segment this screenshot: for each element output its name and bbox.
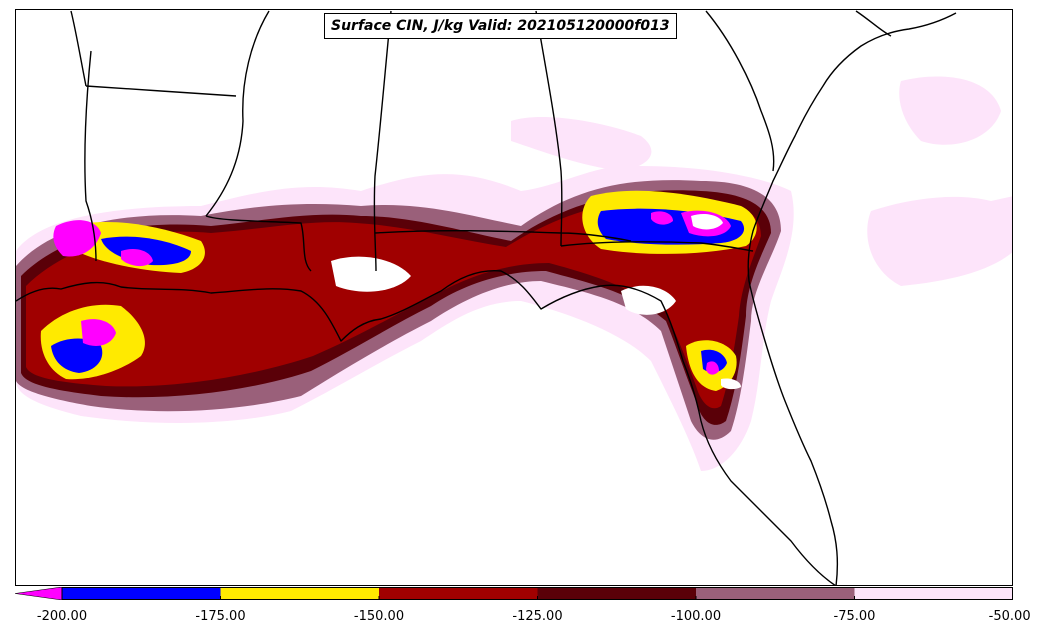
state-line-ga-sc <box>705 10 775 172</box>
map-panel <box>15 9 1013 586</box>
colorbar-tick-label: -175.00 <box>195 609 246 624</box>
cin-zone-magenta-w3 <box>121 249 153 267</box>
cin-map <box>16 10 1012 585</box>
cin-hole-2 <box>721 378 741 390</box>
state-line-ar-la <box>85 85 237 97</box>
state-line-ms-river <box>205 10 270 217</box>
colorbar <box>15 587 1013 600</box>
cin-hole-3 <box>621 285 676 315</box>
colorbar-tick-label: -200.00 <box>36 609 88 624</box>
colorbar-segment <box>379 587 538 600</box>
cin-zone-magenta-fl <box>706 361 719 375</box>
colorbar-segment <box>854 587 1013 600</box>
cin-zone-red <box>26 197 761 409</box>
state-line-fl-ga <box>560 241 754 252</box>
colorbar-segment <box>696 587 855 600</box>
cin-zone-pink-ne <box>899 76 1001 145</box>
colorbar-tick-label: -100.00 <box>670 609 722 624</box>
colorbar-tick-label: -50.00 <box>988 609 1031 624</box>
state-line-tn <box>70 10 87 87</box>
colorbar-segment <box>220 587 379 600</box>
cin-zone-magenta-w2 <box>81 319 116 346</box>
coastline <box>16 12 957 585</box>
colorbar-extend-arrow <box>15 587 63 600</box>
cin-hole-4 <box>331 256 411 292</box>
cin-hole-1 <box>691 213 723 230</box>
cin-zone-blue-west <box>51 338 103 373</box>
cin-zone-magenta-ga2 <box>651 211 673 225</box>
cin-zone-pink-east <box>867 196 1012 286</box>
state-line-ms-al <box>373 10 392 272</box>
colorbar-tick-label: -125.00 <box>512 609 563 624</box>
boundaries <box>16 10 957 585</box>
state-line-al-ga <box>535 10 563 247</box>
cin-zone-pink-north <box>511 116 652 171</box>
state-line-nc <box>855 10 892 37</box>
state-line-al-fl <box>374 229 632 242</box>
colorbar-tick-label: -75.00 <box>833 609 876 624</box>
colorbar-segment <box>537 587 696 600</box>
map-title: Surface CIN, J/kg Valid: 202105120000f01… <box>324 13 677 39</box>
colorbar-tick-label: -150.00 <box>353 609 405 624</box>
state-line-ms-la <box>205 215 312 272</box>
cin-zone-magenta-w1 <box>53 220 101 257</box>
colorbar-segment <box>62 587 221 600</box>
cin-zone-blue-gulf <box>101 236 191 266</box>
cin-shading <box>16 76 1012 472</box>
state-line-tx-la <box>84 50 97 262</box>
